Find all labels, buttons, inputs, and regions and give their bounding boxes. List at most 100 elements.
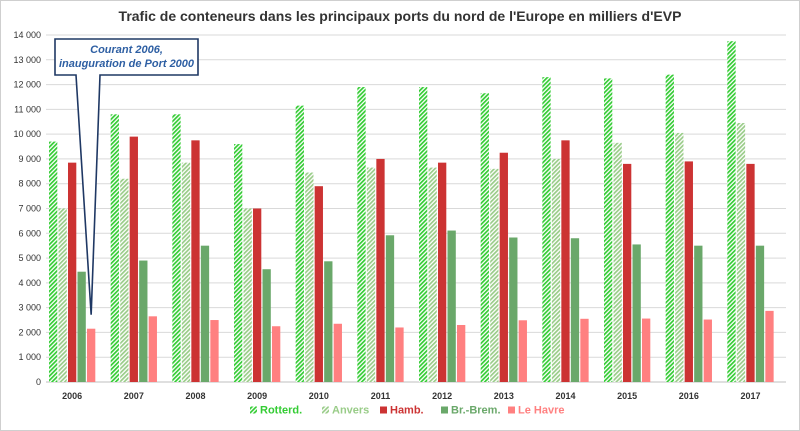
bar-le-havre-2006	[87, 328, 96, 382]
legend-swatch	[441, 406, 448, 414]
bar-le-havre-2012	[457, 324, 466, 382]
bar-br-brem--2017	[755, 245, 765, 382]
y-tick-label: 6 000	[18, 228, 41, 238]
legend-label: Le Havre	[518, 405, 564, 417]
bar-hamb--2014	[561, 140, 570, 382]
bar-hamb--2012	[438, 162, 447, 382]
x-tick-label: 2006	[62, 391, 82, 401]
bar-br-brem--2008	[200, 245, 210, 382]
bar-hamb--2006	[68, 162, 77, 382]
bar-br-brem--2006	[77, 271, 86, 382]
y-tick-label: 11 000	[14, 104, 41, 114]
chart-title: Trafic de conteneurs dans les principaux…	[118, 8, 682, 24]
y-tick-label: 13 000	[13, 55, 41, 65]
bar-le-havre-2013	[518, 320, 527, 382]
bar-le-havre-2008	[210, 320, 219, 382]
bar-anvers-2015	[613, 142, 622, 382]
bar-hamb--2013	[499, 152, 508, 382]
y-tick-label: 7 000	[18, 204, 41, 214]
x-tick-label: 2009	[247, 391, 267, 401]
x-tick-label: 2013	[494, 391, 514, 401]
legend-swatch	[322, 406, 329, 414]
bar-le-havre-2014	[580, 318, 589, 382]
bar-br-brem--2010	[324, 261, 333, 382]
bar-hamb--2017	[746, 163, 755, 382]
bar-anvers-2010	[305, 172, 314, 382]
y-tick-label: 1 000	[18, 352, 41, 362]
bar-anvers-2006	[58, 208, 67, 382]
bar-hamb--2009	[253, 208, 262, 382]
y-tick-label: 3 000	[18, 303, 41, 313]
legend-swatch	[508, 406, 515, 414]
bar-rotterd--2008	[172, 114, 181, 383]
x-tick-label: 2012	[432, 391, 452, 401]
bar-br-brem--2016	[694, 245, 703, 382]
bar-hamb--2011	[376, 158, 385, 382]
legend-swatch	[380, 406, 387, 414]
legend-label: Br.-Brem.	[451, 405, 501, 417]
bar-le-havre-2016	[703, 319, 712, 382]
x-tick-label: 2016	[679, 391, 699, 401]
bar-rotterd--2009	[234, 144, 243, 382]
bar-rotterd--2012	[419, 87, 428, 383]
bar-br-brem--2011	[385, 235, 395, 382]
x-tick-label: 2011	[371, 391, 391, 401]
bar-anvers-2007	[120, 178, 129, 382]
bars	[49, 41, 774, 383]
x-axis-labels: 2006 2007 2008 2009 2010 2011 2012 2013 2014 2015…	[62, 391, 760, 401]
bar-br-brem--2015	[632, 244, 641, 382]
y-tick-label: 4 000	[18, 278, 41, 288]
bar-le-havre-2009	[272, 326, 281, 382]
bar-br-brem--2007	[139, 260, 148, 382]
bar-anvers-2014	[551, 158, 561, 382]
x-tick-label: 2017	[740, 391, 760, 401]
bar-rotterd--2014	[542, 77, 551, 382]
y-tick-label: 8 000	[18, 179, 41, 189]
bar-anvers-2011	[366, 167, 376, 382]
y-tick-label: 9 000	[18, 154, 41, 164]
callout-box	[54, 38, 199, 315]
bar-br-brem--2009	[262, 269, 271, 382]
bar-anvers-2017	[736, 122, 746, 382]
y-tick-label: 5 000	[18, 253, 41, 263]
x-tick-label: 2014	[555, 391, 575, 401]
x-tick-label: 2015	[617, 391, 637, 401]
y-tick-label: 10 000	[13, 129, 41, 139]
callout-annotation: Courant 2006, inauguration de Port 2000	[54, 38, 199, 315]
y-tick-label: 14 000	[13, 30, 41, 40]
callout-text-line: Courant 2006,	[90, 44, 163, 56]
bar-br-brem--2014	[570, 238, 580, 382]
legend-label: Hamb.	[390, 405, 424, 417]
bar-rotterd--2013	[480, 93, 489, 382]
callout-text-line: inauguration de Port 2000	[59, 58, 195, 70]
bar-anvers-2012	[428, 167, 437, 382]
bar-br-brem--2012	[447, 230, 456, 382]
bar-le-havre-2010	[333, 323, 342, 382]
x-tick-label: 2010	[309, 391, 329, 401]
bar-hamb--2016	[684, 161, 693, 382]
bar-hamb--2015	[623, 163, 632, 382]
bar-rotterd--2010	[295, 105, 304, 382]
bar-anvers-2009	[243, 208, 252, 382]
bar-br-brem--2013	[509, 237, 518, 382]
x-tick-label: 2008	[185, 391, 205, 401]
bar-rotterd--2016	[665, 74, 674, 383]
bar-le-havre-2015	[642, 318, 651, 382]
y-tick-label: 0	[36, 377, 41, 387]
bar-rotterd--2006	[49, 141, 58, 382]
legend-swatch	[250, 406, 257, 414]
bar-anvers-2013	[490, 168, 499, 382]
legend: Rotterd. Anvers Hamb. Br.-Brem. Le Havre	[250, 405, 564, 417]
bar-rotterd--2017	[727, 41, 736, 382]
bar-hamb--2008	[191, 140, 200, 382]
bar-le-havre-2017	[765, 310, 774, 382]
bar-hamb--2010	[314, 186, 323, 382]
y-tick-label: 12 000	[13, 80, 41, 90]
bar-anvers-2008	[181, 162, 191, 382]
bar-rotterd--2015	[604, 78, 613, 382]
y-tick-label: 2 000	[18, 327, 41, 337]
grid-lines	[46, 34, 786, 383]
bar-rotterd--2007	[110, 114, 119, 383]
bar-anvers-2016	[675, 132, 684, 382]
bar-rotterd--2011	[357, 87, 366, 383]
